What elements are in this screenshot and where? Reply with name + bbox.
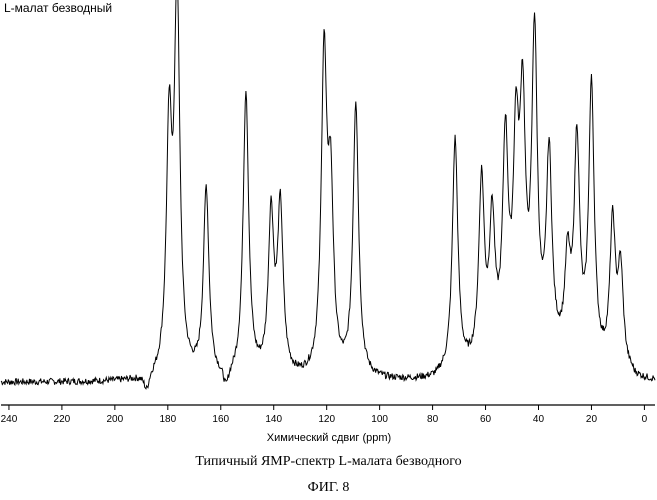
x-tick-label: 120 <box>318 414 335 425</box>
peak-point-7 <box>329 208 332 211</box>
x-tick-label: 80 <box>427 414 439 425</box>
x-tick-label: 180 <box>159 414 176 425</box>
spectrum-line <box>1 0 655 389</box>
x-axis-label: Химический сдвиг (ppm) <box>267 432 391 444</box>
peak-point-13 <box>514 185 517 188</box>
x-tick-label: 100 <box>371 414 388 425</box>
peak-point-11 <box>491 245 494 248</box>
figure-label: ФИГ. 8 <box>0 480 657 496</box>
x-tick-label: 40 <box>533 414 545 425</box>
x-tick-label: 220 <box>54 414 71 425</box>
x-tick-label: 60 <box>480 414 492 425</box>
peak-point-21 <box>619 283 622 286</box>
peak-point-16 <box>548 185 551 188</box>
nmr-spectrum-chart: 240220200180160140120100806040200 Химиче… <box>0 0 657 450</box>
peak-point-18 <box>575 166 578 169</box>
peak-point-15 <box>533 68 536 71</box>
peak-point-14 <box>521 151 524 154</box>
peak-point-20 <box>611 238 614 241</box>
x-tick-label: 160 <box>212 414 229 425</box>
x-tick-label: 140 <box>265 414 282 425</box>
peak-point-0 <box>168 144 171 147</box>
x-tick-label: 200 <box>107 414 124 425</box>
x-axis-ticks: 240220200180160140120100806040200 <box>1 405 648 425</box>
peak-point-17 <box>566 291 569 294</box>
x-tick-label: 240 <box>1 414 18 425</box>
x-tick-label: 0 <box>642 414 648 425</box>
figure-caption: Типичный ЯМР-спектр L-малата безводного <box>0 454 657 470</box>
x-tick-label: 20 <box>586 414 598 425</box>
peak-point-12 <box>504 170 507 173</box>
